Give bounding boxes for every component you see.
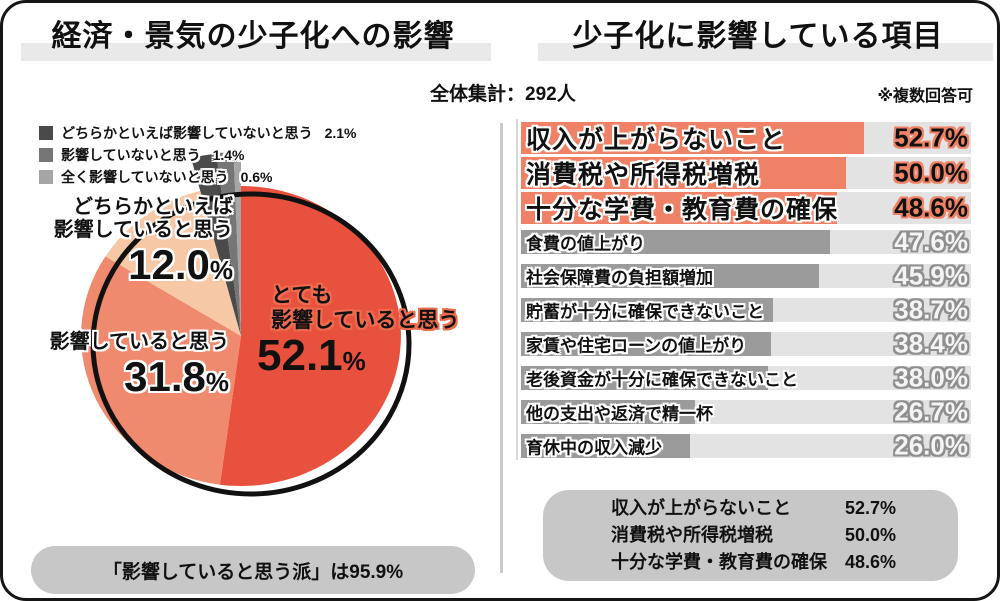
bar-row: 社会保障費の負担額増加 45.9% xyxy=(521,261,971,291)
pie-label-text: どちらかといえば 影響していると思う xyxy=(19,196,233,242)
pie-label-value: 12.0% xyxy=(128,241,233,288)
bar-label: 家賃や住宅ローンの値上がり xyxy=(526,336,747,356)
legend-value: 1.4% xyxy=(212,147,245,163)
bar-fill xyxy=(521,400,695,424)
legend-label: 影響していないと思う xyxy=(61,147,201,163)
pie-label-line: どちらかといえば xyxy=(73,196,233,218)
right-summary-box: 収入が上がらないこと 52.7% 消費税や所得税増税 50.0% 十分な学費・教育費の確… xyxy=(543,490,958,581)
pie-label-line: 影響していると思う xyxy=(49,331,229,353)
bar-fill xyxy=(521,366,768,390)
bar-fill xyxy=(521,332,771,356)
summary-value: 48.6% xyxy=(845,552,897,572)
bar-value: 38.0% xyxy=(894,362,968,393)
left-summary-text: 「影響していると思う派」は95.9% xyxy=(102,561,404,583)
bar-value: 45.9% xyxy=(894,260,968,291)
title-underline-left xyxy=(21,43,491,61)
bar-value: 38.4% xyxy=(894,328,968,359)
bar-label: 貯蓄が十分に確保できないこと xyxy=(526,302,764,322)
bar-row: 育休中の収入減少 26.0% xyxy=(521,431,971,461)
bar-row: 他の支出や返済で精一杯 26.7% xyxy=(521,397,971,427)
right-chart-title: 少子化に影響している項目 xyxy=(572,20,944,53)
bar-label: 老後資金が十分に確保できないこと xyxy=(526,370,798,390)
panel-divider xyxy=(500,123,503,573)
pie-label-somewhat-affecting: どちらかといえば 影響していると思う 12.0% xyxy=(19,196,233,293)
summary-label: 収入が上がらないこと xyxy=(611,498,791,518)
pie-label-affecting: 影響していると思う 31.8% xyxy=(19,331,229,405)
bar-value: 48.6% xyxy=(894,192,968,223)
bar-label: 食費の値上がり xyxy=(526,234,645,254)
summary-row: 消費税や所得税増税 50.0% xyxy=(543,522,958,549)
pie-chart xyxy=(81,151,412,497)
pie-slice xyxy=(219,186,401,486)
pie-legend: どちらかといえば影響していないと思う 2.1% 影響していないと思う 1.4% 全く影響… xyxy=(39,122,357,188)
summary-label: 消費税や所得税増税 xyxy=(611,525,773,545)
bar-row: 収入が上がらないこと 52.7% xyxy=(521,122,971,154)
legend-label: 全く影響していないと思う xyxy=(61,169,229,185)
bar-label: 育休中の収入減少 xyxy=(526,438,662,458)
bar-value: 47.6% xyxy=(894,226,968,257)
pie-label-text: 影響していると思う xyxy=(19,331,229,354)
sample-size-label: 全体集計：292人 xyxy=(430,84,576,105)
legend-value: 0.6% xyxy=(240,169,273,185)
pie-slice xyxy=(233,151,241,336)
legend-item: 影響していないと思う 1.4% xyxy=(39,144,357,166)
bar-label: 消費税や所得税増税 xyxy=(526,161,761,189)
pie-label-strongly-affecting: とても 影響していると思う 52.1% xyxy=(257,283,497,384)
pie-label-line: 影響していると思う xyxy=(53,219,233,241)
bar-row: 貯蓄が十分に確保できないこと 38.7% xyxy=(521,295,971,325)
legend-swatch xyxy=(39,126,53,140)
bar-label: 他の支出や返済で精一杯 xyxy=(526,404,713,424)
summary-value: 52.7% xyxy=(845,498,897,518)
pie-label-value: 31.8% xyxy=(124,353,229,400)
bar-row: 消費税や所得税増税 50.0% xyxy=(521,157,971,189)
bar-label: 十分な学費・教育費の確保 xyxy=(526,196,839,224)
pie-outline-ring xyxy=(90,191,412,497)
pie-slice xyxy=(105,190,242,336)
bar-axis-line xyxy=(516,119,518,460)
bar-value: 38.7% xyxy=(894,294,968,325)
summary-value: 50.0% xyxy=(845,525,897,545)
bar-value: 50.0% xyxy=(894,157,968,188)
bar-fill xyxy=(521,434,690,458)
bar-label: 社会保障費の負担額増加 xyxy=(526,268,713,288)
summary-label: 十分な学費・教育費の確保 xyxy=(611,552,827,572)
summary-row: 十分な学費・教育費の確保 48.6% xyxy=(543,549,958,576)
title-underline-right xyxy=(538,43,993,61)
summary-row: 収入が上がらないこと 52.7% xyxy=(543,495,958,522)
pie-label-line: 影響していると思う xyxy=(271,309,460,332)
bar-value: 26.0% xyxy=(894,430,968,461)
bar-row: 食費の値上がり 47.6% xyxy=(521,227,971,257)
bar-fill xyxy=(521,230,830,254)
left-summary-box: 「影響していると思う派」は95.9% xyxy=(31,546,475,594)
bar-fill xyxy=(521,298,773,322)
legend-item: 全く影響していないと思う 0.6% xyxy=(39,166,357,188)
legend-swatch xyxy=(39,148,53,162)
legend-swatch xyxy=(39,170,53,184)
pie-label-text: とても 影響していると思う xyxy=(257,283,497,333)
bar-fill xyxy=(521,192,837,224)
legend-value: 2.1% xyxy=(324,125,357,141)
multiple-answers-note: ※複数回答可 xyxy=(877,88,973,105)
bar-value: 26.7% xyxy=(894,396,968,427)
pie-label-line: とても xyxy=(271,284,333,307)
bar-row: 家賃や住宅ローンの値上がり 38.4% xyxy=(521,329,971,359)
left-chart-title: 経済・景気の少子化への影響 xyxy=(51,20,455,53)
bar-fill xyxy=(521,264,819,288)
bar-fill xyxy=(521,157,846,189)
bar-fill xyxy=(521,122,864,154)
pie-label-value: 52.1% xyxy=(257,331,366,380)
legend-item: どちらかといえば影響していないと思う 2.1% xyxy=(39,122,357,144)
legend-label: どちらかといえば影響していないと思う xyxy=(61,125,313,141)
bar-row: 老後資金が十分に確保できないこと 38.0% xyxy=(521,363,971,393)
bar-label: 収入が上がらないこと xyxy=(526,126,787,154)
bar-value: 52.7% xyxy=(894,122,968,153)
bar-row: 十分な学費・教育費の確保 48.6% xyxy=(521,192,971,224)
